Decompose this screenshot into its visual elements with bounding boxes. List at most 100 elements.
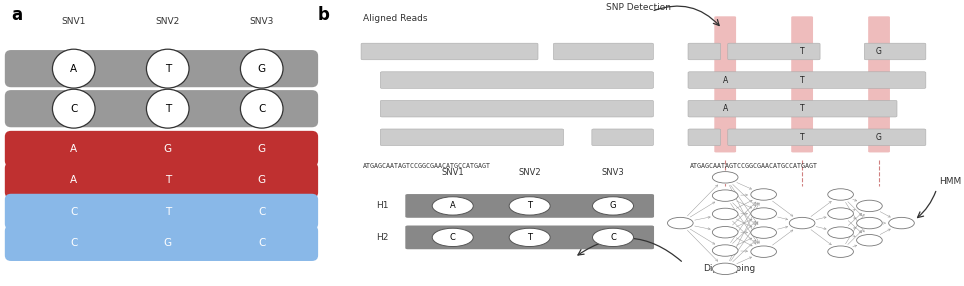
Text: Diplotyping: Diplotyping [703, 264, 755, 273]
Text: T: T [800, 104, 804, 113]
Circle shape [857, 200, 882, 212]
FancyBboxPatch shape [728, 129, 925, 146]
Circle shape [828, 246, 853, 257]
Text: C: C [258, 207, 265, 217]
Circle shape [889, 217, 914, 229]
FancyBboxPatch shape [791, 16, 813, 152]
Text: T: T [527, 233, 532, 242]
Text: H1: H1 [376, 201, 388, 210]
Text: A: A [70, 64, 77, 74]
Circle shape [593, 197, 633, 215]
Circle shape [751, 208, 776, 219]
Circle shape [52, 89, 95, 128]
Circle shape [857, 217, 882, 229]
Text: C: C [610, 233, 616, 242]
Text: SNV1: SNV1 [62, 17, 86, 26]
Text: SNV1: SNV1 [442, 168, 464, 177]
Text: T: T [800, 47, 804, 56]
FancyBboxPatch shape [688, 129, 721, 146]
Circle shape [667, 217, 693, 229]
Circle shape [828, 227, 853, 238]
Circle shape [147, 89, 189, 128]
FancyBboxPatch shape [362, 43, 538, 60]
FancyBboxPatch shape [381, 72, 654, 88]
Circle shape [509, 228, 550, 247]
Text: C: C [70, 238, 77, 248]
FancyBboxPatch shape [405, 225, 654, 249]
Text: G: G [257, 175, 266, 185]
Text: T: T [165, 175, 171, 185]
Circle shape [751, 246, 776, 257]
Text: T: T [800, 76, 804, 85]
Circle shape [712, 245, 738, 256]
Text: G: G [257, 144, 266, 154]
FancyBboxPatch shape [714, 16, 736, 152]
Text: A: A [70, 175, 77, 185]
Text: G: G [876, 133, 882, 142]
Text: C: C [258, 238, 265, 248]
FancyBboxPatch shape [728, 43, 820, 60]
FancyBboxPatch shape [5, 162, 318, 198]
FancyBboxPatch shape [381, 129, 564, 146]
Circle shape [790, 217, 815, 229]
FancyBboxPatch shape [553, 43, 654, 60]
FancyBboxPatch shape [865, 43, 925, 60]
Circle shape [751, 227, 776, 238]
Text: b: b [318, 6, 330, 24]
FancyBboxPatch shape [592, 129, 654, 146]
FancyBboxPatch shape [688, 72, 925, 88]
Text: T: T [165, 64, 171, 74]
FancyBboxPatch shape [5, 194, 318, 229]
FancyBboxPatch shape [5, 90, 318, 127]
Circle shape [712, 227, 738, 238]
Text: G: G [164, 144, 172, 154]
Circle shape [857, 235, 882, 246]
Circle shape [712, 190, 738, 201]
FancyBboxPatch shape [5, 225, 318, 261]
Circle shape [240, 89, 283, 128]
Text: G: G [164, 238, 172, 248]
Circle shape [712, 263, 738, 275]
Circle shape [593, 228, 633, 247]
Circle shape [712, 172, 738, 183]
Text: T: T [527, 201, 532, 210]
Circle shape [509, 197, 550, 215]
FancyBboxPatch shape [405, 194, 654, 218]
FancyBboxPatch shape [869, 16, 890, 152]
Text: SNP Detection: SNP Detection [606, 3, 671, 12]
Text: A: A [70, 144, 77, 154]
Text: T: T [165, 104, 171, 114]
FancyBboxPatch shape [5, 131, 318, 166]
Circle shape [828, 208, 853, 219]
Text: A: A [723, 104, 728, 113]
FancyBboxPatch shape [381, 100, 654, 117]
Text: SNV3: SNV3 [250, 17, 274, 26]
Text: SNV2: SNV2 [155, 17, 180, 26]
Circle shape [240, 49, 283, 88]
Text: Aligned Reads: Aligned Reads [363, 14, 427, 23]
Circle shape [712, 208, 738, 220]
Circle shape [147, 49, 189, 88]
Circle shape [432, 197, 473, 215]
FancyBboxPatch shape [688, 100, 897, 117]
Text: C: C [70, 104, 77, 114]
Circle shape [751, 189, 776, 200]
Text: C: C [258, 104, 265, 114]
Text: SNV3: SNV3 [602, 168, 625, 177]
Text: T: T [165, 207, 171, 217]
Text: T: T [800, 133, 804, 142]
Text: SNV2: SNV2 [519, 168, 541, 177]
Text: HMM: HMM [939, 177, 961, 186]
Text: G: G [610, 201, 616, 210]
Circle shape [432, 228, 473, 247]
Text: ATGAGCAATAGTCCGGCGAACATGCCATGAGT: ATGAGCAATAGTCCGGCGAACATGCCATGAGT [363, 163, 491, 169]
Text: A: A [450, 201, 456, 210]
FancyBboxPatch shape [688, 43, 721, 60]
Text: A: A [723, 76, 728, 85]
Text: a: a [12, 6, 22, 24]
Text: C: C [70, 207, 77, 217]
Text: ATGAGCAATAGTCCGGCGAACATGCCATGAGT: ATGAGCAATAGTCCGGCGAACATGCCATGAGT [690, 163, 817, 169]
Text: C: C [450, 233, 456, 242]
Circle shape [52, 49, 95, 88]
FancyBboxPatch shape [5, 50, 318, 87]
